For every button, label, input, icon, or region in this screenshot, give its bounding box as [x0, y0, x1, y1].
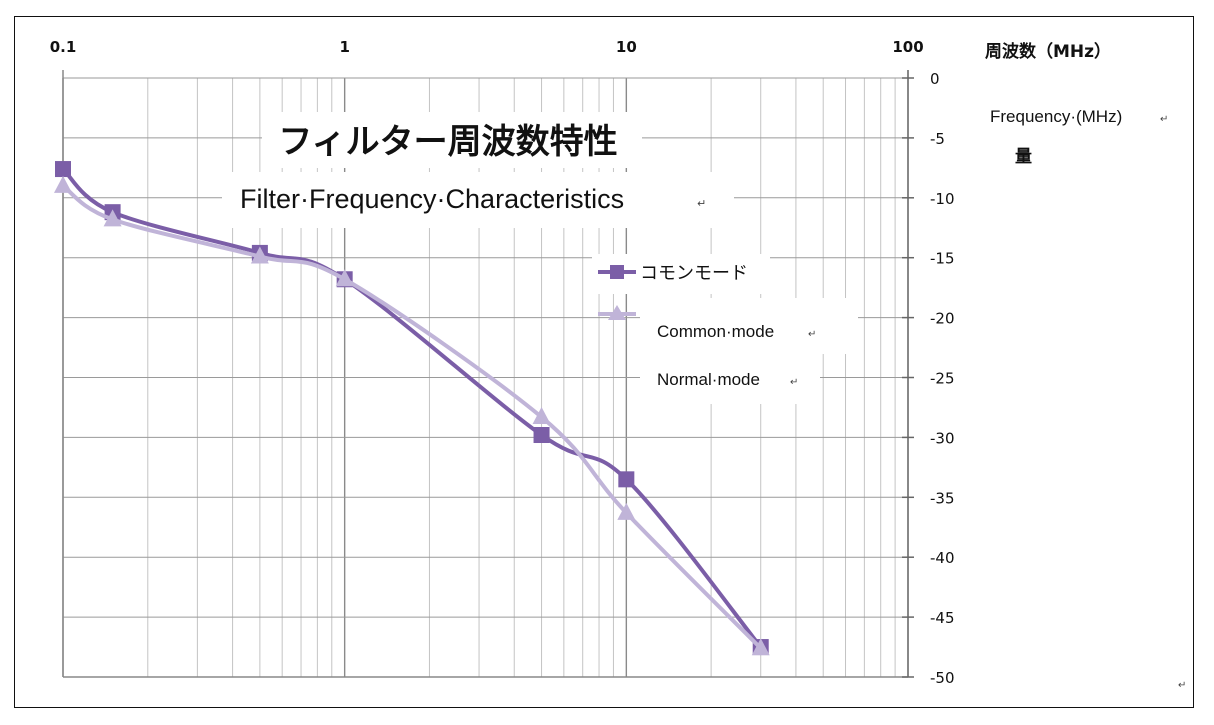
x-axis-label-jp: 周波数（MHz） [985, 41, 1111, 62]
chart-title-jp: フィルター周波数特性 [278, 122, 617, 162]
data-point-square [618, 471, 635, 488]
series-group [54, 161, 770, 656]
legend-overlay-normal: Normal·mode [657, 370, 760, 389]
return-mark-2: ↵ [808, 329, 816, 340]
y-tick-label: -30 [930, 429, 955, 447]
x-tick-label: 1 [339, 38, 349, 56]
return-mark-3: ↵ [790, 377, 798, 388]
title-en-bg [222, 172, 734, 228]
data-point-triangle [751, 638, 770, 656]
legend-swatch-marker-normal [608, 305, 626, 320]
x-tick-label: 10 [616, 38, 637, 56]
y-tick-label: -25 [930, 370, 955, 388]
series-line-1 [61, 167, 763, 649]
y-tick-label: -35 [930, 489, 955, 507]
y-tick-label: -50 [930, 669, 955, 687]
x-tick-label: 0.1 [50, 38, 77, 56]
chart-frame [14, 16, 1194, 708]
y-tick-labels: 0 -5 -10 -15 -20 -25 -30 -35 -40 -45 -50 [930, 70, 955, 687]
data-point-triangle [250, 246, 269, 264]
legend-overlay-common: Common·mode [657, 322, 774, 341]
y-tick-label: -45 [930, 609, 955, 627]
data-point-triangle [103, 209, 122, 227]
y-tick-label: -20 [930, 310, 955, 328]
y-tick-label: 0 [930, 70, 940, 88]
chart-title-en: Filter·Frequency·Characteristics [240, 184, 624, 214]
x-axis-label-en: Frequency·(MHz) [990, 107, 1122, 126]
y-tick-label: -5 [930, 130, 945, 148]
legend-label-common: コモンモード [640, 263, 748, 284]
legend-swatch-marker-common [610, 265, 624, 279]
data-point-triangle [335, 269, 354, 287]
return-mark-5: ↵ [1178, 680, 1186, 691]
x-tick-label: 100 [892, 38, 923, 56]
title-jp-bg [262, 112, 642, 168]
y-tick-label: -15 [930, 250, 955, 268]
return-mark-4: ↵ [1160, 114, 1168, 125]
y-tick-label: -10 [930, 190, 955, 208]
x-tick-labels: 0.1 1 10 100 [50, 38, 924, 56]
return-mark: ↵ [697, 197, 706, 210]
data-point-triangle [532, 407, 551, 425]
legend-overlay-bg-2 [640, 354, 820, 404]
y-axis-label-fragment: 量 [1015, 146, 1032, 167]
legend-overlay-bg-1 [640, 298, 858, 354]
data-point-triangle [54, 175, 72, 193]
data-point-square [55, 161, 71, 178]
data-point-square [533, 427, 550, 444]
y-tick-label: -40 [930, 549, 955, 567]
data-point-triangle [617, 502, 636, 520]
